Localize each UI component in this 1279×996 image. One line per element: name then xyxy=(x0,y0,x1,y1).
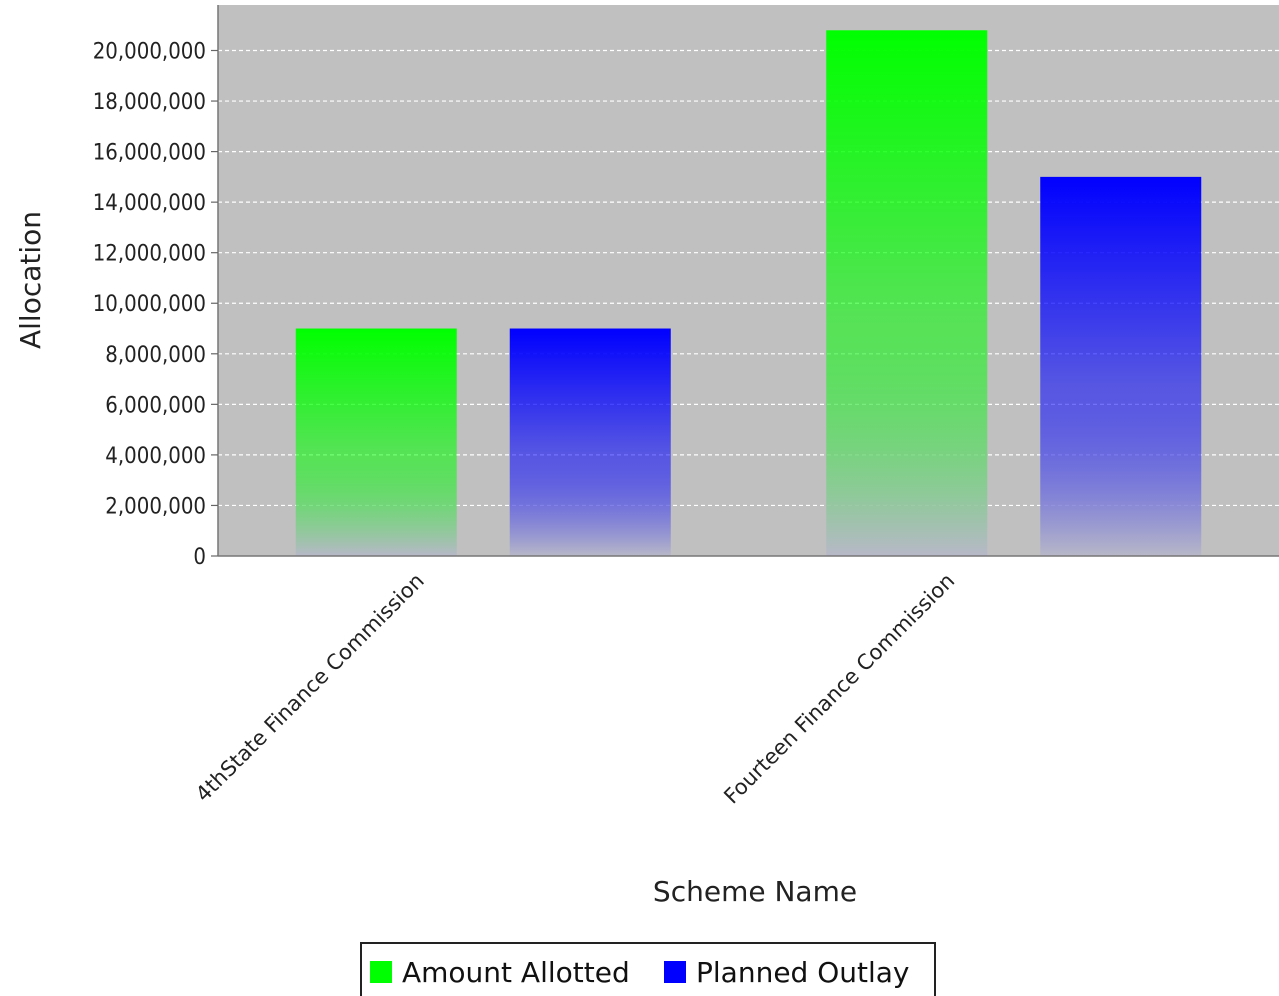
x-category-label: Fourteen Finance Commission xyxy=(719,569,959,809)
bar-amount-allotted xyxy=(295,328,457,556)
legend-swatch xyxy=(370,961,392,983)
x-category-labels: 4thState Finance Commission Fourteen Fina… xyxy=(191,569,959,809)
y-tick-label: 8,000,000 xyxy=(105,343,206,368)
x-axis-title: Scheme Name xyxy=(653,875,857,908)
legend: Amount Allotted Planned Outlay xyxy=(360,942,936,996)
axes xyxy=(217,5,1279,557)
y-tick-label: 2,000,000 xyxy=(105,494,206,519)
x-category-label: 4thState Finance Commission xyxy=(191,569,429,807)
y-tick-label: 4,000,000 xyxy=(105,444,206,469)
legend-label: Amount Allotted xyxy=(402,956,630,989)
bar-planned-outlay xyxy=(509,328,671,556)
y-tick-label: 16,000,000 xyxy=(93,141,206,166)
y-tick-label: 12,000,000 xyxy=(93,242,206,267)
y-tick-label: 18,000,000 xyxy=(93,90,206,115)
legend-label: Planned Outlay xyxy=(696,956,910,989)
y-tick-label: 14,000,000 xyxy=(93,191,206,216)
y-tick-label: 0 xyxy=(193,545,206,570)
legend-swatch xyxy=(664,961,686,983)
y-tick-label: 6,000,000 xyxy=(105,393,206,418)
y-axis-title: Allocation xyxy=(14,211,47,349)
y-tick-label: 10,000,000 xyxy=(93,292,206,317)
bars xyxy=(295,30,1202,557)
y-tick-label: 20,000,000 xyxy=(93,39,206,64)
legend-box xyxy=(360,942,936,996)
bar-amount-allotted xyxy=(826,30,988,557)
bar-planned-outlay xyxy=(1040,176,1202,556)
y-tick-labels: 0 2,000,000 4,000,000 6,000,000 8,000,000 10,… xyxy=(93,39,218,570)
